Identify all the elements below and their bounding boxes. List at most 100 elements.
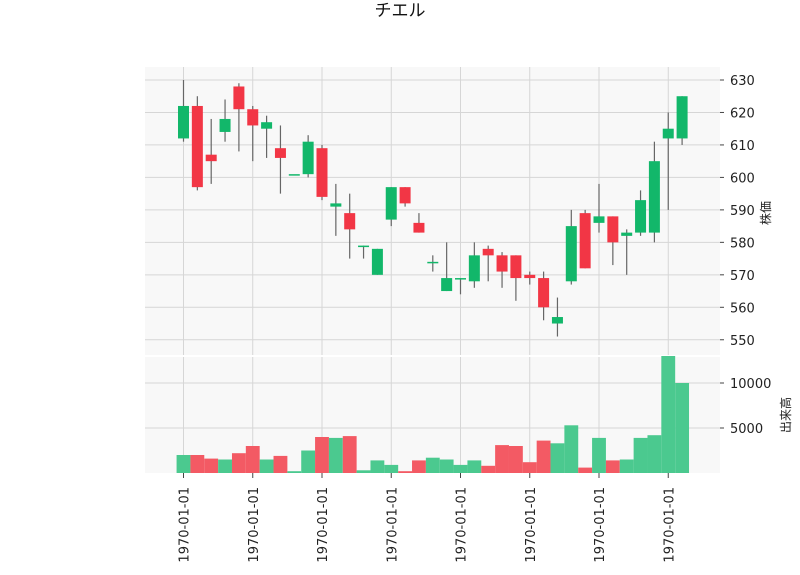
- volume-bar: [564, 425, 579, 473]
- candle-body: [288, 174, 300, 176]
- price-tick-label: 620: [730, 106, 755, 121]
- candle-body: [344, 213, 356, 230]
- candle-body: [538, 278, 550, 308]
- volume-bar: [425, 457, 440, 473]
- volume-bar: [398, 471, 413, 473]
- candles: [178, 79, 688, 337]
- candle-body: [648, 161, 660, 233]
- price-axis-label: 株価: [758, 201, 773, 225]
- candle-body: [427, 261, 439, 264]
- volume-bar: [384, 464, 399, 473]
- candle-body: [399, 187, 411, 204]
- volume-bar: [633, 437, 648, 473]
- candle-body: [247, 109, 259, 126]
- volume-bars: [176, 356, 690, 473]
- volume-bar: [245, 446, 260, 473]
- volume-bar: [605, 460, 620, 473]
- candle-body: [205, 154, 217, 162]
- volume-axis-label: 出来高: [778, 397, 793, 433]
- volume-bar: [661, 356, 676, 473]
- volume-bar: [342, 436, 357, 473]
- volume-bar: [412, 460, 426, 473]
- candle-body: [635, 200, 647, 233]
- volume-bar: [467, 460, 482, 473]
- candle-body: [455, 278, 466, 280]
- volume-bar: [578, 467, 593, 473]
- volume-bar: [370, 460, 385, 473]
- candle-body: [496, 255, 508, 272]
- price-tick-label: 590: [730, 204, 755, 219]
- candle-body: [607, 216, 619, 243]
- candle-body: [413, 222, 425, 233]
- volume-bar: [481, 465, 496, 473]
- candle-body: [565, 226, 577, 282]
- candle-body: [233, 86, 245, 110]
- volume-bar: [218, 459, 232, 473]
- volume-bar: [176, 455, 191, 473]
- candle-body: [261, 122, 273, 129]
- volume-bar: [315, 437, 329, 473]
- price-panel: [145, 67, 720, 356]
- volume-bar: [439, 459, 454, 473]
- candle-body: [593, 216, 605, 223]
- candle-body: [385, 187, 397, 220]
- volume-bar: [328, 437, 343, 473]
- price-tick-label: 600: [730, 171, 755, 186]
- candle-body: [191, 105, 203, 188]
- price-tick-label: 570: [730, 269, 755, 284]
- candle-body: [178, 105, 189, 139]
- x-tick-label: 1970-01-01: [178, 487, 193, 563]
- volume-bar: [647, 435, 662, 473]
- price-tick-label: 560: [730, 301, 755, 316]
- candle-body: [621, 232, 633, 236]
- candle-body: [441, 278, 453, 292]
- candle-body: [330, 203, 342, 207]
- price-tick-label: 610: [730, 139, 755, 154]
- candle-body: [358, 245, 370, 248]
- x-tick-label: 1970-01-01: [247, 487, 262, 563]
- volume-bar: [536, 440, 551, 473]
- volume-bar: [550, 443, 565, 473]
- volume-bar: [495, 445, 509, 473]
- price-tick-label: 630: [730, 74, 755, 89]
- volume-tick-label: 5000: [730, 422, 763, 437]
- volume-bar: [522, 462, 537, 473]
- volume-bar: [592, 437, 606, 473]
- price-tick-label: 580: [730, 236, 755, 251]
- x-tick-label: 1970-01-01: [316, 487, 331, 563]
- volume-bar: [231, 453, 246, 473]
- volume-bar: [508, 446, 523, 473]
- volume-bar: [287, 471, 302, 473]
- volume-bar: [301, 450, 316, 473]
- price-tick-label: 550: [730, 334, 755, 349]
- x-tick-label: 1970-01-01: [662, 487, 677, 563]
- x-tick-label: 1970-01-01: [385, 487, 400, 563]
- candle-body: [302, 141, 314, 175]
- volume-bar: [619, 459, 634, 473]
- volume-bar: [190, 455, 205, 473]
- axes: 550 560 570 580 590 600 610 620 630 5000 10000 1970…: [178, 74, 772, 563]
- x-tick-label: 1970-01-01: [524, 487, 539, 563]
- candle-body: [316, 148, 328, 197]
- candle-body: [482, 248, 494, 256]
- candle-body: [371, 248, 383, 275]
- x-tick-label: 1970-01-01: [455, 487, 470, 563]
- candle-body: [274, 148, 286, 158]
- volume-bar: [675, 383, 690, 473]
- volume-bar: [204, 458, 219, 473]
- candle-body: [551, 317, 563, 324]
- candle-body: [676, 96, 688, 139]
- volume-bar: [453, 464, 468, 473]
- volume-bar: [273, 455, 288, 473]
- volume-bar: [259, 459, 274, 473]
- candle-body: [219, 118, 231, 132]
- x-tick-label: 1970-01-01: [593, 487, 608, 563]
- candle-body: [524, 274, 536, 279]
- candle-body: [510, 255, 522, 279]
- volume-tick-label: 10000: [730, 377, 771, 392]
- candle-body: [662, 128, 674, 139]
- candle-body: [579, 213, 591, 269]
- chart-title: チエル: [375, 1, 426, 21]
- candle-body: [468, 255, 480, 282]
